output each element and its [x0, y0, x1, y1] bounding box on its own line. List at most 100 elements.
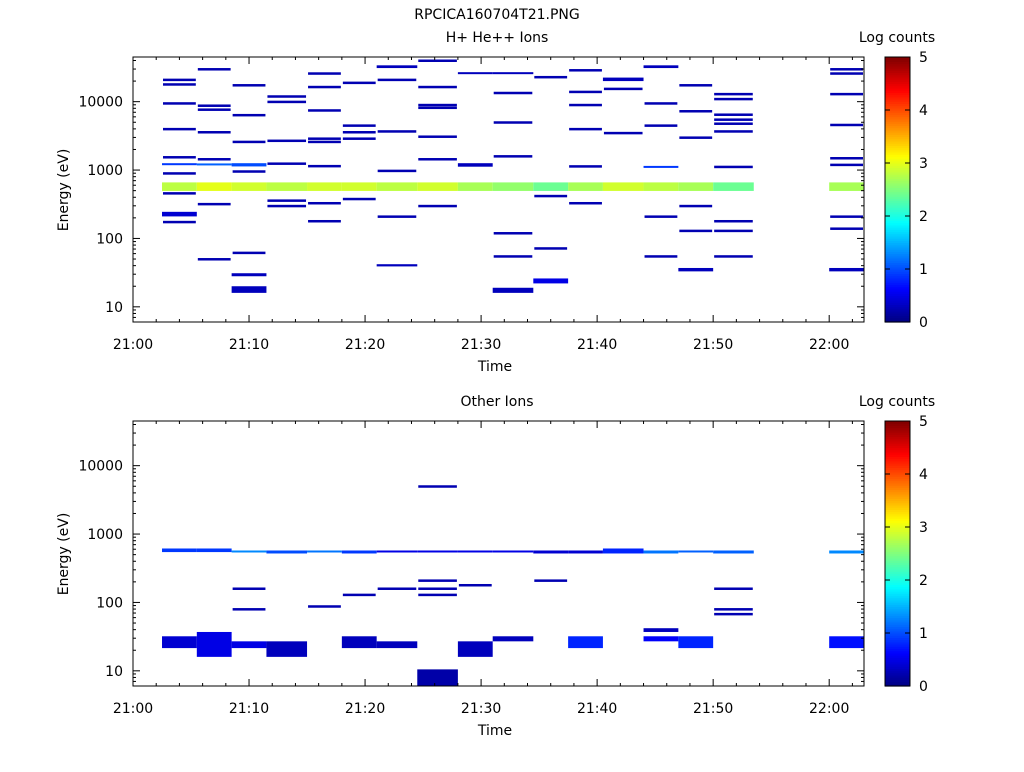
- heatmap-line: [714, 118, 753, 121]
- heatmap-cell: [568, 550, 603, 554]
- colorbar-segment: [885, 568, 910, 572]
- heatmap-line: [267, 204, 307, 208]
- heatmap-line: [342, 197, 376, 201]
- heatmap-line: [569, 103, 602, 107]
- heatmap-cell: [417, 669, 458, 686]
- heatmap-cell: [678, 267, 714, 272]
- colorbar-segment: [885, 266, 910, 270]
- colorbar-tick-label: 2: [919, 209, 928, 225]
- heatmap-cell: [643, 628, 679, 632]
- heatmap-cell: [162, 182, 197, 191]
- colorbar-segment: [885, 284, 910, 288]
- colorbar-segment: [885, 553, 910, 557]
- heatmap-cell: [196, 631, 232, 657]
- colorbar-segment: [885, 134, 910, 138]
- heatmap-cell: [417, 550, 458, 553]
- colorbar-segment: [885, 176, 910, 180]
- heatmap-line: [714, 113, 753, 116]
- colorbar-segment: [885, 593, 910, 597]
- colorbar-segment: [885, 149, 910, 153]
- heatmap-line: [644, 215, 678, 218]
- colorbar-segment: [885, 549, 910, 552]
- colorbar-segment: [885, 63, 910, 67]
- colorbar-segment: [885, 288, 910, 292]
- colorbar-tick-label: 3: [919, 156, 928, 172]
- heatmap-line: [197, 108, 231, 111]
- colorbar-segment: [885, 438, 910, 442]
- heatmap-line: [267, 162, 307, 165]
- y-tick-label: 100: [96, 231, 123, 247]
- colorbar-segment: [885, 542, 910, 546]
- colorbar-segment: [885, 677, 910, 680]
- heatmap-line: [679, 204, 713, 208]
- colorbar-segment: [885, 165, 910, 169]
- heatmap-line: [493, 121, 533, 124]
- colorbar-segment: [885, 218, 910, 222]
- colorbar-segment: [885, 129, 910, 133]
- heatmap-line: [418, 593, 457, 597]
- colorbar-segment: [885, 599, 910, 603]
- heatmap-cell: [602, 548, 644, 554]
- colorbar-segment: [885, 443, 910, 446]
- colorbar-segment: [885, 447, 910, 451]
- heatmap-cell: [829, 550, 864, 554]
- panel-h-he-ions: H+ He++ Ions Log counts Energy (eV) Time…: [56, 30, 935, 375]
- colorbar-segment: [885, 271, 910, 275]
- heatmap-cell: [376, 550, 418, 553]
- heatmap-line: [232, 587, 266, 590]
- colorbar-tick-label: 4: [919, 103, 928, 119]
- heatmap-line: [377, 78, 417, 82]
- x-tick-label: 21:40: [577, 337, 617, 353]
- colorbar-segment: [885, 310, 910, 314]
- colorbar-segment: [885, 595, 910, 599]
- colorbar-segment: [885, 423, 910, 427]
- colorbar-segment: [885, 493, 910, 497]
- heatmap-cell: [231, 550, 267, 553]
- heatmap-line: [714, 608, 753, 611]
- colorbar-segment: [885, 421, 910, 424]
- colorbar-segment: [885, 666, 910, 669]
- heatmap-line: [534, 247, 568, 250]
- colorbar-tick-label: 1: [919, 626, 928, 642]
- colorbar-segment: [885, 434, 910, 438]
- colorbar-segment: [885, 286, 910, 290]
- colorbar-segment: [885, 672, 910, 676]
- colorbar-segment: [885, 540, 910, 544]
- x-tick-label: 21:10: [229, 701, 269, 717]
- colorbar-segment: [885, 72, 910, 76]
- heatmap-line: [714, 587, 753, 590]
- heatmap-line: [534, 194, 568, 198]
- colorbar-segment: [885, 87, 910, 91]
- heatmap-cell: [713, 550, 754, 554]
- heatmap-line: [714, 219, 753, 223]
- colorbar-segment: [885, 648, 910, 652]
- heatmap-cell: [162, 548, 197, 553]
- colorbar-segment: [885, 445, 910, 449]
- heatmap-line: [679, 136, 713, 139]
- x-tick-label: 22:00: [809, 701, 849, 717]
- colorbar-segment: [885, 538, 910, 541]
- colorbar-segment: [885, 136, 910, 140]
- x-tick-label: 21:10: [229, 337, 269, 353]
- heatmap-line: [197, 258, 231, 261]
- colorbar-segment: [885, 460, 910, 464]
- colorbar-segment: [885, 65, 910, 69]
- colorbar-segment: [885, 299, 910, 303]
- heatmap-line: [163, 78, 196, 82]
- colorbar-segment: [885, 154, 910, 157]
- heatmap-line: [377, 169, 417, 173]
- y-tick-label: 1000: [87, 163, 123, 179]
- y-axis-label: Energy (eV): [56, 513, 72, 596]
- heatmap-cell: [492, 287, 534, 293]
- colorbar-segment: [885, 240, 910, 244]
- colorbar-segment: [885, 436, 910, 440]
- heatmap-line: [232, 608, 266, 611]
- colorbar-segment: [885, 661, 910, 665]
- heatmap-line: [418, 103, 457, 107]
- colorbar-segment: [885, 264, 910, 268]
- colorbar-segment: [885, 674, 910, 678]
- heatmap-cell: [533, 550, 569, 554]
- colorbar-segment: [885, 604, 910, 608]
- heatmap-line: [232, 140, 266, 144]
- heatmap-line: [418, 135, 457, 138]
